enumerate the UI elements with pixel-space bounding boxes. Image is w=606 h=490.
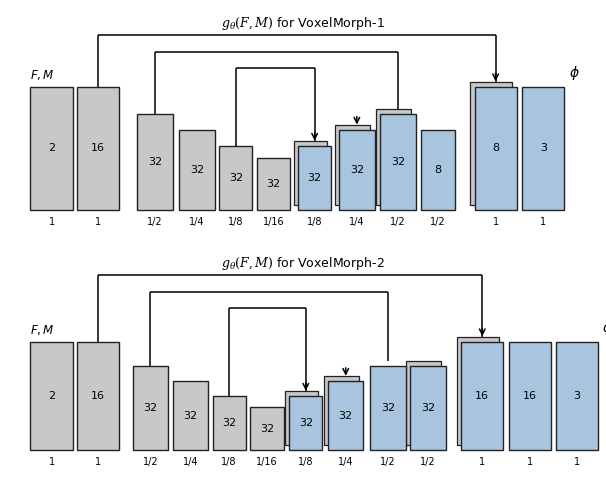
Text: 1/2: 1/2 [142, 457, 158, 466]
Text: 32: 32 [183, 411, 198, 421]
Text: 32: 32 [391, 157, 405, 167]
Text: 2: 2 [48, 144, 55, 153]
Bar [293, 141, 327, 205]
Text: 1/4: 1/4 [349, 217, 365, 226]
Bar [328, 381, 364, 450]
Text: 1: 1 [573, 457, 580, 466]
Bar [509, 342, 551, 450]
Text: 32: 32 [143, 403, 158, 414]
Text: 32: 32 [350, 165, 364, 175]
Text: 32: 32 [229, 173, 243, 183]
Text: 16: 16 [91, 391, 105, 401]
Text: 2: 2 [48, 391, 55, 401]
Bar [133, 366, 168, 450]
Text: 1/16: 1/16 [256, 457, 278, 466]
Bar [173, 381, 208, 450]
Bar [474, 87, 517, 210]
Bar [461, 342, 504, 450]
Text: $g_{\theta}(F,M)$ for VoxelMorph-1: $g_{\theta}(F,M)$ for VoxelMorph-1 [221, 15, 384, 32]
Text: 32: 32 [339, 411, 353, 421]
Text: 32: 32 [267, 179, 281, 189]
Bar [556, 342, 598, 450]
Text: 16: 16 [475, 391, 489, 401]
Text: 1/8: 1/8 [298, 457, 313, 466]
Bar [376, 109, 411, 205]
Bar [380, 114, 416, 210]
Text: 32: 32 [260, 424, 274, 434]
Text: 1/2: 1/2 [390, 217, 406, 226]
Text: 1: 1 [541, 217, 547, 226]
Bar [77, 342, 119, 450]
Text: 32: 32 [299, 418, 313, 428]
Text: 1/2: 1/2 [147, 217, 162, 226]
Text: 1/4: 1/4 [189, 217, 205, 226]
Bar [405, 361, 441, 445]
Text: 1: 1 [493, 217, 499, 226]
Text: $g_{\theta}(F,M)$ for VoxelMorph-2: $g_{\theta}(F,M)$ for VoxelMorph-2 [221, 255, 384, 272]
Text: 32: 32 [148, 157, 162, 167]
Text: 32: 32 [381, 403, 395, 414]
Bar [257, 158, 290, 210]
Bar [137, 114, 173, 210]
Text: 1/8: 1/8 [307, 217, 322, 226]
Text: 1: 1 [48, 457, 55, 466]
Text: 32: 32 [190, 165, 204, 175]
Text: 32: 32 [421, 403, 435, 414]
Text: 1: 1 [95, 217, 101, 226]
Bar [179, 130, 215, 210]
Text: 1/4: 1/4 [338, 457, 353, 466]
Bar [522, 87, 564, 210]
Bar [470, 82, 512, 205]
Bar [213, 396, 246, 450]
Bar [219, 146, 253, 210]
Bar [457, 337, 499, 445]
Bar [410, 366, 445, 450]
Bar [250, 407, 284, 450]
Bar [30, 87, 73, 210]
Bar [289, 396, 322, 450]
Text: $\phi$: $\phi$ [602, 318, 606, 337]
Text: 1/8: 1/8 [221, 457, 237, 466]
Text: 3: 3 [540, 144, 547, 153]
Bar [30, 342, 73, 450]
Text: $\phi$: $\phi$ [569, 64, 579, 82]
Text: 1: 1 [527, 457, 533, 466]
Text: 1/16: 1/16 [263, 217, 284, 226]
Text: $F,M$: $F,M$ [30, 322, 55, 337]
Text: $F,M$: $F,M$ [30, 68, 55, 82]
Bar [370, 366, 405, 450]
Text: 32: 32 [222, 418, 236, 428]
Text: 32: 32 [308, 173, 322, 183]
Text: 1/4: 1/4 [182, 457, 198, 466]
Text: 1/2: 1/2 [380, 457, 396, 466]
Text: 16: 16 [523, 391, 537, 401]
Text: 1: 1 [479, 457, 485, 466]
Bar [77, 87, 119, 210]
Text: 1: 1 [95, 457, 101, 466]
Text: 3: 3 [573, 391, 580, 401]
Text: 1/2: 1/2 [430, 217, 445, 226]
Text: 1: 1 [48, 217, 55, 226]
Text: 16: 16 [91, 144, 105, 153]
Bar [335, 125, 370, 205]
Bar [298, 146, 331, 210]
Text: 1/8: 1/8 [228, 217, 244, 226]
Text: 8: 8 [435, 165, 441, 175]
Text: 1/2: 1/2 [420, 457, 436, 466]
Bar [324, 376, 359, 445]
Bar [421, 130, 454, 210]
Bar [339, 130, 375, 210]
Text: 8: 8 [492, 144, 499, 153]
Bar [285, 391, 318, 445]
